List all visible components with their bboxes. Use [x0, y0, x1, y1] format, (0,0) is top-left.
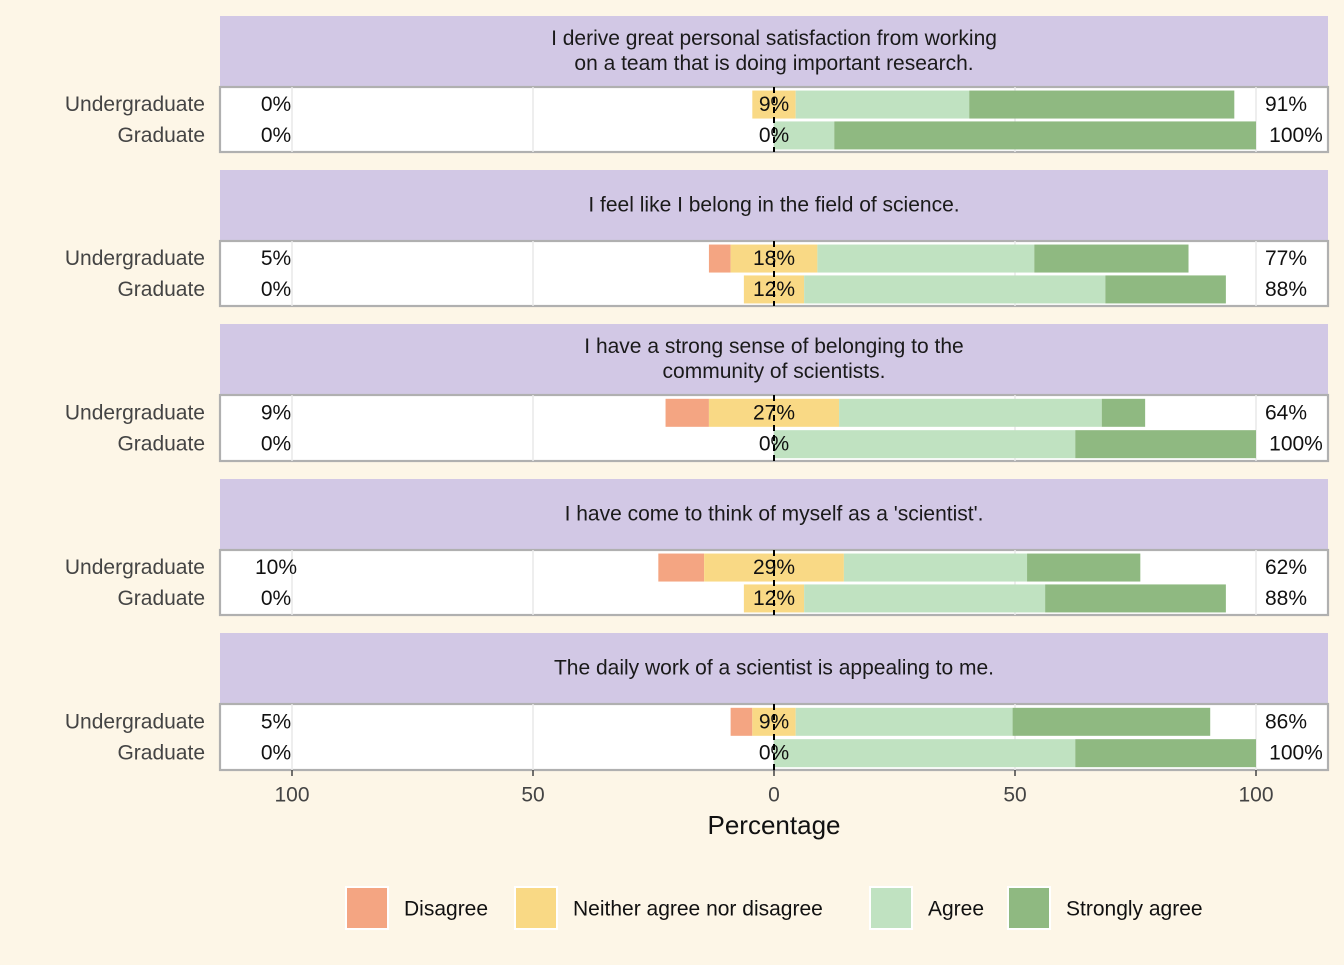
legend-label: Strongly agree: [1066, 898, 1203, 921]
y-tick-label: Undergraduate: [65, 556, 205, 579]
x-tick-label: 50: [521, 784, 544, 807]
y-tick-label: Undergraduate: [65, 247, 205, 270]
facet-title-line: I derive great personal satisfaction fro…: [551, 27, 997, 50]
facet-title-line: I feel like I belong in the field of sci…: [588, 194, 959, 217]
data-label-neutral: 9%: [759, 93, 789, 116]
bar-segment-neither-agree-nor-disagree: [752, 707, 796, 736]
data-label-high: 100%: [1269, 124, 1323, 147]
facet-title-line: The daily work of a scientist is appeali…: [554, 657, 994, 680]
bar-segment-strongly-agree: [1105, 275, 1226, 304]
x-tick-label: 100: [274, 784, 309, 807]
bar-segment-strongly-agree: [1027, 553, 1141, 582]
data-label-low: 0%: [261, 124, 291, 147]
legend-key-neither-agree-nor-disagree: [514, 886, 558, 930]
bar-segment-agree: [795, 707, 1013, 736]
y-tick-label: Graduate: [117, 433, 205, 456]
x-tick-label: 0: [768, 784, 780, 807]
facet-title-line: community of scientists.: [663, 360, 886, 383]
data-label-low: 0%: [261, 93, 291, 116]
bar-segment-strongly-agree: [1034, 244, 1189, 273]
data-label-neutral: 0%: [759, 742, 789, 765]
y-tick-label: Graduate: [117, 587, 205, 610]
bar-segment-agree: [839, 398, 1102, 427]
bar-segment-disagree: [658, 553, 705, 582]
facet-title-line: I have come to think of myself as a 'sci…: [565, 503, 984, 526]
data-label-high: 77%: [1265, 247, 1307, 270]
data-label-high: 86%: [1265, 710, 1307, 733]
facet-title-line: I have a strong sense of belonging to th…: [584, 335, 963, 358]
bar-segment-disagree: [665, 398, 709, 427]
bar-segment-neither-agree-nor-disagree: [708, 398, 840, 427]
bar-segment-strongly-agree: [1075, 430, 1256, 459]
bar-segment-disagree: [730, 707, 753, 736]
data-label-low: 10%: [255, 556, 297, 579]
facet-strip-3: [220, 479, 1328, 549]
data-label-low: 0%: [261, 433, 291, 456]
bar-segment-agree: [817, 244, 1035, 273]
bar-segment-strongly-agree: [1045, 584, 1226, 613]
facet-strip-0: [220, 16, 1328, 86]
bar-segment-strongly-agree: [834, 121, 1256, 150]
facet-strip-4: [220, 633, 1328, 703]
data-label-high: 64%: [1265, 401, 1307, 424]
bar-segment-neither-agree-nor-disagree: [704, 553, 844, 582]
data-label-neutral: 0%: [759, 124, 789, 147]
legend-key-strongly-agree: [1007, 886, 1051, 930]
legend-key-agree: [869, 886, 913, 930]
bar-segment-agree: [804, 584, 1046, 613]
data-label-neutral: 12%: [753, 278, 795, 301]
data-label-neutral: 29%: [753, 556, 795, 579]
bar-segment-agree: [804, 275, 1106, 304]
y-tick-label: Undergraduate: [65, 710, 205, 733]
legend-label: Disagree: [404, 898, 488, 921]
legend-label: Neither agree nor disagree: [573, 898, 823, 921]
bar-segment-neither-agree-nor-disagree: [752, 90, 796, 119]
facet-strip-2: [220, 324, 1328, 394]
legend-key-disagree: [345, 886, 389, 930]
x-tick-label: 100: [1238, 784, 1273, 807]
data-label-low: 0%: [261, 742, 291, 765]
y-tick-label: Undergraduate: [65, 93, 205, 116]
bar-segment-neither-agree-nor-disagree: [743, 584, 805, 613]
y-tick-label: Graduate: [117, 278, 205, 301]
bar-segment-agree: [774, 739, 1076, 768]
bar-segment-agree: [795, 90, 970, 119]
bar-segment-strongly-agree: [969, 90, 1235, 119]
data-label-neutral: 0%: [759, 433, 789, 456]
data-label-low: 0%: [261, 587, 291, 610]
data-label-high: 62%: [1265, 556, 1307, 579]
y-tick-label: Undergraduate: [65, 401, 205, 424]
data-label-high: 100%: [1269, 433, 1323, 456]
data-label-neutral: 18%: [753, 247, 795, 270]
bar-segment-strongly-agree: [1101, 398, 1146, 427]
data-label-high: 88%: [1265, 587, 1307, 610]
facet-strip-1: [220, 170, 1328, 240]
data-label-neutral: 9%: [759, 710, 789, 733]
y-tick-label: Graduate: [117, 124, 205, 147]
y-tick-label: Graduate: [117, 742, 205, 765]
data-label-high: 100%: [1269, 742, 1323, 765]
x-tick-label: 50: [1003, 784, 1026, 807]
data-label-low: 5%: [261, 247, 291, 270]
bar-segment-agree: [774, 430, 1076, 459]
data-label-low: 9%: [261, 401, 291, 424]
bar-segment-neither-agree-nor-disagree: [743, 275, 805, 304]
bar-segment-strongly-agree: [1075, 739, 1256, 768]
data-label-low: 0%: [261, 278, 291, 301]
legend-label: Agree: [928, 898, 984, 921]
bar-segment-agree: [843, 553, 1028, 582]
facet-title-line: on a team that is doing important resear…: [574, 52, 973, 75]
x-axis-title: Percentage: [708, 810, 841, 840]
data-label-neutral: 12%: [753, 587, 795, 610]
data-label-neutral: 27%: [753, 401, 795, 424]
data-label-high: 88%: [1265, 278, 1307, 301]
data-label-high: 91%: [1265, 93, 1307, 116]
bar-segment-neither-agree-nor-disagree: [730, 244, 818, 273]
data-label-low: 5%: [261, 710, 291, 733]
bar-segment-disagree: [708, 244, 731, 273]
bar-segment-strongly-agree: [1012, 707, 1211, 736]
bar-segment-agree: [774, 121, 835, 150]
